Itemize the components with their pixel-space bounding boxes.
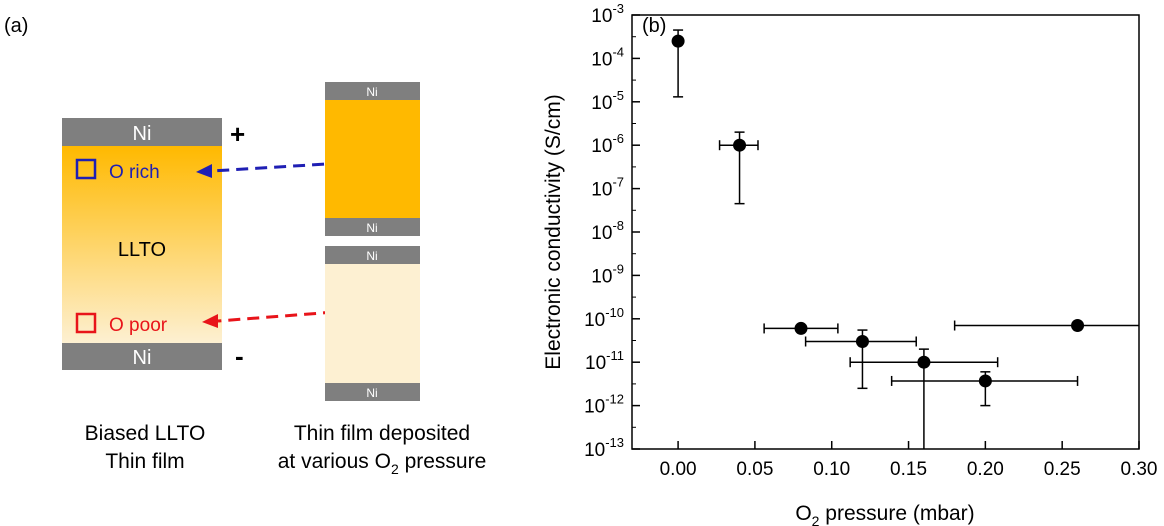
y-tick-label: 10-8 [591, 218, 624, 244]
y-tick-label: 10-9 [591, 261, 624, 287]
y-tick-label-base: 10 [591, 136, 612, 157]
x-tick-label: 0.25 [1044, 459, 1081, 480]
caption-right-sub: 2 [391, 461, 399, 477]
y-axis-label: Electronic conductivity (S/cm) [542, 94, 565, 369]
o-rich-square-icon [75, 158, 97, 180]
y-tick-label-base: 10 [591, 266, 612, 287]
y-tick-label-base: 10 [591, 180, 612, 201]
x-axis-label-sub: 2 [812, 513, 820, 526]
caption-right-prefix: at various O [278, 450, 391, 473]
y-tick-label-exponent: -8 [612, 218, 624, 233]
y-tick-label-base: 10 [591, 93, 612, 114]
top-ni-electrode [62, 118, 222, 146]
y-tick-label: 10-13 [584, 435, 624, 461]
top-ni-label: Ni [133, 123, 152, 145]
film-o-rich [325, 100, 420, 218]
x-ticks: 0.00 0.05 0.10 0.15 0.20 0.25 0.30 [660, 441, 1158, 480]
panel-b: (b) 0.00 0.05 0.10 0.15 0.20 0.25 0.30 10-310-… [542, 1, 1157, 526]
error-bars [673, 29, 1139, 449]
y-tick-label: 10-5 [591, 88, 624, 114]
data-point [1071, 319, 1085, 333]
biased-llto-device: Ni Ni + - O rich LLTO O poor [62, 118, 245, 371]
data-point [794, 321, 808, 335]
panel-a: (a) Ni Ni + - O rich LLTO O poor [4, 15, 486, 477]
panel-b-label: (b) [642, 15, 666, 37]
y-tick-label-exponent: -12 [605, 392, 624, 407]
data-point [671, 34, 685, 48]
y-tick-label: 10-11 [585, 348, 624, 374]
data-points [671, 34, 1085, 388]
film-o-poor-top-electrode [325, 246, 420, 264]
y-tick-label: 10-12 [584, 392, 624, 418]
film-o-rich-bottom-ni-label: Ni [366, 221, 377, 235]
y-tick-label-base: 10 [584, 397, 605, 418]
plus-sign: + [230, 119, 245, 149]
y-tick-label-base: 10 [584, 310, 605, 331]
y-tick-label-exponent: -5 [612, 88, 624, 103]
y-tick-label: 10-7 [591, 175, 624, 201]
x-axis-label: O2 pressure (mbar) [795, 502, 974, 526]
x-axis-label-suffix: pressure (mbar) [819, 502, 974, 525]
minus-sign: - [235, 341, 244, 371]
y-tick-label-base: 10 [584, 440, 605, 461]
x-tick-label: 0.30 [1121, 459, 1158, 480]
y-tick-label-base: 10 [591, 49, 612, 70]
x-axis-label-prefix: O [795, 502, 811, 525]
film-o-poor [325, 264, 420, 383]
y-tick-label-exponent: -4 [612, 44, 624, 59]
y-tick-label: 10-10 [584, 305, 624, 331]
x-tick-label: 0.05 [736, 459, 773, 480]
caption-right-line2: at various O2 pressure [278, 450, 487, 477]
data-point [978, 374, 992, 388]
caption-right-line1: Thin film deposited [294, 422, 470, 445]
film-o-rich-device: Ni Ni [325, 82, 420, 236]
panel-a-label: (a) [4, 15, 28, 37]
caption-right-suffix: pressure [399, 450, 487, 473]
plot-frame [631, 14, 1140, 450]
o-poor-arrow [202, 307, 340, 328]
x-tick-label: 0.00 [660, 459, 697, 480]
y-tick-label-base: 10 [591, 223, 612, 244]
x-tick-label: 0.10 [813, 459, 850, 480]
o-rich-label: O rich [109, 162, 160, 183]
film-o-rich-top-electrode [325, 82, 420, 100]
y-tick-label-exponent: -6 [612, 131, 624, 146]
x-tick-label: 0.15 [890, 459, 927, 480]
film-o-poor-top-ni-label: Ni [366, 249, 377, 263]
y-tick-label-base: 10 [591, 6, 612, 27]
y-tick-label-exponent: -11 [606, 348, 624, 363]
bottom-ni-label: Ni [133, 347, 152, 369]
film-o-rich-top-ni-label: Ni [366, 85, 377, 99]
film-o-rich-bottom-electrode [325, 218, 420, 236]
film-o-poor-bottom-electrode [325, 383, 420, 401]
o-poor-square-icon [75, 312, 97, 334]
y-ticks: 10-310-410-510-610-710-810-910-1010-1110… [584, 1, 640, 461]
llto-label: LLTO [118, 239, 166, 261]
caption-left-line1: Biased LLTO [85, 422, 206, 445]
data-point [855, 334, 869, 348]
y-tick-label-exponent: -13 [605, 435, 624, 450]
data-point [917, 355, 931, 369]
y-tick-label-exponent: -10 [605, 305, 624, 320]
y-tick-label: 10-3 [591, 1, 624, 27]
bottom-ni-electrode [62, 343, 222, 370]
y-tick-label-exponent: -9 [612, 261, 624, 276]
y-tick-label: 10-4 [591, 44, 624, 70]
y-tick-label-exponent: -7 [612, 175, 624, 190]
film-o-poor-device: Ni Ni [325, 246, 420, 401]
o-poor-label: O poor [109, 315, 168, 336]
y-tick-label-exponent: -3 [612, 1, 624, 16]
y-tick-label-base: 10 [585, 353, 606, 374]
caption-left-line2: Thin film [105, 450, 184, 473]
data-point [733, 138, 747, 152]
film-o-poor-bottom-ni-label: Ni [366, 386, 377, 400]
y-tick-label: 10-6 [591, 131, 624, 157]
x-tick-label: 0.20 [967, 459, 1004, 480]
